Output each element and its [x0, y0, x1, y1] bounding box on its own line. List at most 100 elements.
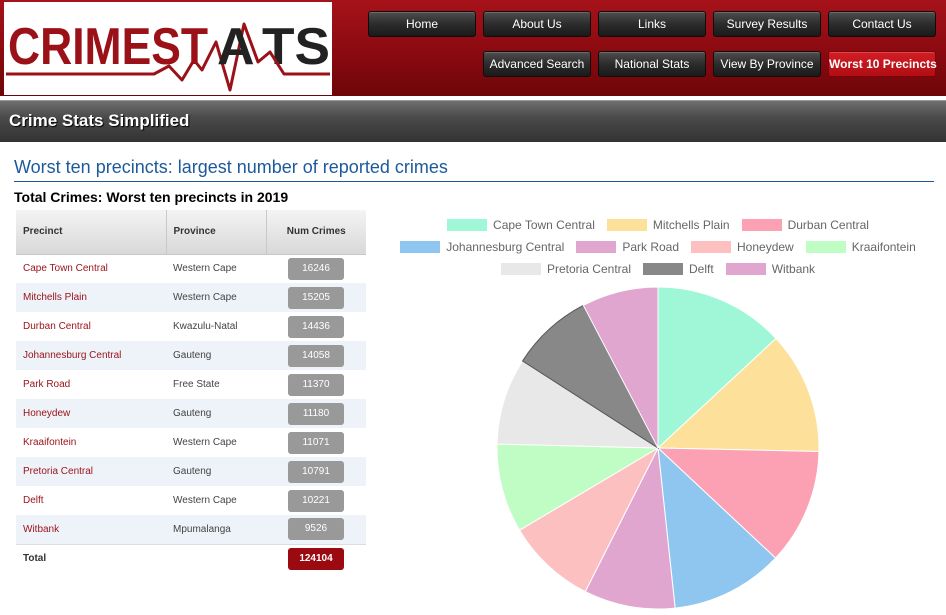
legend-label: Johannesburg Central [446, 240, 565, 254]
precinct-link[interactable]: Pretoria Central [16, 457, 166, 486]
nav-home[interactable]: Home [368, 11, 476, 37]
legend-item[interactable]: Mitchells Plain [606, 218, 730, 232]
province-cell: Free State [173, 379, 220, 390]
legend-item[interactable]: Delft [643, 262, 714, 276]
legend-swatch [643, 263, 683, 275]
legend-label: Delft [689, 262, 714, 276]
legend-item[interactable]: Johannesburg Central [400, 240, 564, 254]
site-header: CRIMEST TS A Home About Us Links Survey … [0, 0, 946, 96]
crime-count-badge: 10791 [288, 460, 344, 483]
province-cell: Mpumalanga [166, 515, 266, 544]
province-cell: Kwazulu-Natal [173, 321, 238, 332]
section-title: Total Crimes: Worst ten precincts in 201… [14, 189, 289, 205]
crime-count-badge: 11180 [288, 402, 344, 425]
table-row: Pretoria Central Gauteng 10791 [16, 457, 366, 486]
legend-item[interactable]: Cape Town Central [447, 218, 595, 232]
legend-item[interactable]: Park Road [576, 240, 679, 254]
legend-label: Mitchells Plain [652, 218, 730, 232]
legend-item[interactable]: Witbank [725, 262, 816, 276]
pie-slice[interactable] [584, 446, 676, 610]
column-header-precinct[interactable]: Precinct [16, 210, 167, 255]
province-cell: Western Cape [173, 495, 237, 506]
legend-swatch [447, 219, 488, 231]
table-row: Cape Town Central Western Cape 16246 [16, 254, 366, 283]
pie-slice[interactable] [582, 286, 659, 449]
total-label: Total [16, 543, 166, 573]
province-cell: Western Cape [173, 263, 237, 275]
nav-worst-10-precincts[interactable]: Worst 10 Precincts [828, 51, 937, 77]
legend-swatch [725, 263, 766, 275]
subheader-bar: Crime Stats Simplified [0, 100, 946, 142]
pie-slice[interactable] [518, 446, 660, 593]
pie-slice[interactable] [496, 360, 660, 449]
legend-item[interactable]: Pretoria Central [500, 262, 631, 276]
pie-chart [496, 286, 820, 610]
pie-slice[interactable] [656, 447, 820, 559]
crime-count-badge: 14058 [288, 344, 344, 367]
legend-label: Durban Central [787, 218, 869, 232]
precinct-link[interactable]: Kraaifontein [23, 437, 77, 448]
crimestats-logo[interactable]: CRIMEST TS A [4, 2, 332, 95]
table-header-row: Precinct Province Num Crimes [16, 210, 366, 255]
nav-view-by-province[interactable]: View By Province [713, 51, 821, 77]
subheader-title: Crime Stats Simplified [9, 111, 190, 130]
legend-swatch [576, 241, 617, 253]
crime-count-badge: 15205 [288, 286, 344, 309]
crime-count-badge: 11370 [288, 373, 344, 396]
legend-row: Johannesburg Central Park Road Honeydew Kra… [380, 236, 936, 258]
precinct-link[interactable]: Park Road [23, 379, 71, 390]
crime-count-badge: 9526 [288, 518, 344, 541]
legend-label: Park Road [622, 240, 680, 254]
page-heading: Worst ten precincts: largest number of r… [14, 157, 448, 177]
precinct-link[interactable]: Cape Town Central [23, 263, 108, 275]
legend-item[interactable]: Durban Central [741, 218, 869, 232]
pie-slice[interactable] [656, 337, 820, 452]
table-row: Kraaifontein Western Cape 11071 [16, 428, 366, 457]
svg-text:CRIMEST: CRIMEST [8, 18, 208, 76]
legend-label: Witbank [771, 262, 816, 276]
precinct-link[interactable]: Witbank [16, 515, 166, 544]
column-header-province[interactable]: Province [166, 210, 267, 255]
legend-swatch [500, 263, 541, 275]
nav-contact-us[interactable]: Contact Us [828, 11, 936, 37]
legend-row: Cape Town Central Mitchells Plain Durban C… [380, 214, 936, 236]
precinct-link[interactable]: Delft [23, 495, 44, 506]
table-row: Park Road Free State 11370 [16, 370, 366, 399]
table-total-row: Total 124104 [16, 543, 366, 573]
column-header-num-crimes[interactable]: Num Crimes [266, 210, 366, 255]
crime-count-badge: 16246 [288, 257, 344, 280]
province-cell: Gauteng [166, 399, 266, 428]
nav-survey-results[interactable]: Survey Results [713, 11, 821, 37]
table-row: Delft Western Cape 10221 [16, 486, 366, 515]
nav-links[interactable]: Links [598, 11, 706, 37]
legend-item[interactable]: Honeydew [691, 240, 794, 254]
precinct-link[interactable]: Mitchells Plain [16, 283, 166, 312]
svg-text:A: A [217, 18, 255, 76]
legend-label: Kraaifontein [851, 240, 916, 254]
pie-slice[interactable] [657, 446, 777, 609]
province-cell: Gauteng [166, 457, 266, 486]
legend-swatch [606, 219, 647, 231]
legend-swatch [805, 241, 846, 253]
chart-legend: Cape Town Central Mitchells Plain Durban C… [380, 214, 936, 280]
legend-row: Pretoria Central Delft Witbank [380, 258, 936, 280]
legend-swatch [741, 219, 782, 231]
province-cell: Gauteng [166, 341, 266, 370]
crime-count-badge: 14436 [288, 315, 344, 338]
province-cell: Western Cape [166, 283, 266, 312]
legend-label: Pretoria Central [546, 262, 631, 276]
nav-about-us[interactable]: About Us [483, 11, 591, 37]
legend-item[interactable]: Kraaifontein [805, 240, 916, 254]
legend-label: Honeydew [737, 240, 794, 254]
precinct-link[interactable]: Johannesburg Central [16, 341, 166, 370]
nav-national-stats[interactable]: National Stats [598, 51, 706, 77]
heading-divider [14, 181, 934, 182]
precinct-link[interactable]: Honeydew [16, 399, 166, 428]
pie-slice[interactable] [657, 286, 777, 450]
pie-slice[interactable] [496, 443, 660, 531]
nav-advanced-search[interactable]: Advanced Search [483, 51, 591, 77]
table-row: Durban Central Kwazulu-Natal 14436 [16, 312, 366, 341]
precinct-link[interactable]: Durban Central [23, 321, 91, 332]
province-cell: Western Cape [173, 437, 237, 448]
total-crimes-badge: 124104 [288, 547, 344, 570]
